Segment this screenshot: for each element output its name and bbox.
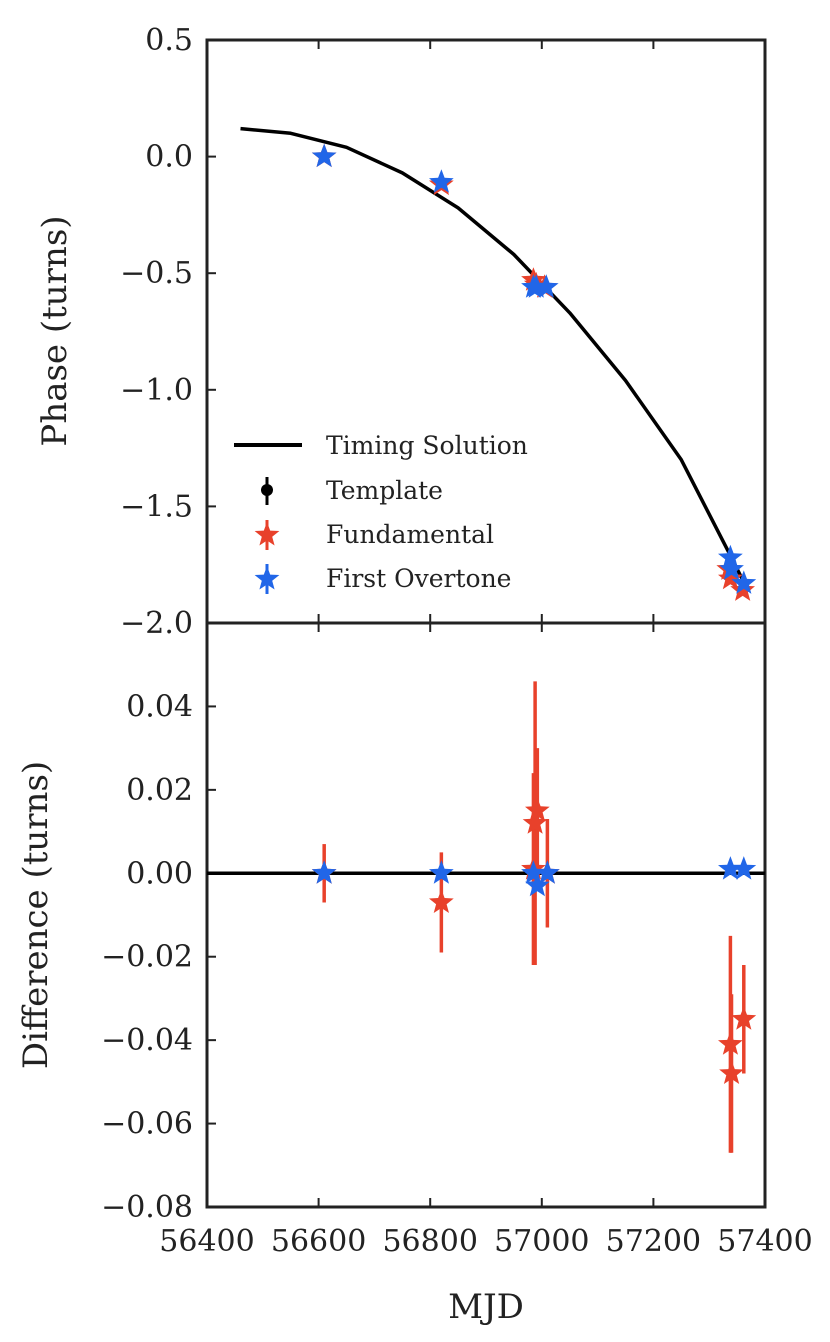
x-tick-label: 56800 (382, 1224, 477, 1259)
first-overtone-phase-point (731, 570, 757, 594)
legend-timing-solution-label: Timing Solution (326, 431, 528, 460)
x-axis-label: MJD (448, 1287, 524, 1327)
fundamental-phase-point (718, 565, 743, 590)
legend-template-marker (261, 484, 273, 496)
first-overtone-residual-point (731, 856, 757, 880)
bottom-y-tick-label: 0.02 (126, 773, 193, 808)
legend-first-overtone-star (254, 566, 280, 590)
fundamental-residual-point (522, 810, 548, 834)
top-y-tick-label: −1.5 (120, 489, 193, 524)
bottom-y-tick-label: 0.00 (126, 856, 193, 891)
bottom-y-tick-label: −0.06 (101, 1107, 193, 1142)
fundamental-residual-point (731, 1006, 757, 1030)
x-tick-label: 57200 (606, 1224, 701, 1259)
bottom-y-tick-label: 0.04 (126, 689, 193, 724)
first-overtone-residual-point (535, 860, 560, 884)
x-tick-label: 57400 (717, 1224, 812, 1259)
fundamental-residual-point (719, 1060, 744, 1084)
top-y-axis-label: Phase (turns) (35, 215, 75, 446)
top-y-tick-label: 0.5 (145, 23, 193, 58)
first-overtone-residual-point (525, 872, 550, 897)
first-overtone-phase-point (429, 169, 454, 193)
first-overtone-phase-point (719, 556, 744, 580)
bottom-y-axis-label: Difference (turns) (16, 761, 56, 1069)
legend-template-label: Template (326, 476, 443, 505)
legend-fundamental-star (254, 522, 280, 546)
legend-fundamental-label: Fundamental (326, 520, 494, 549)
first-overtone-phase-point (523, 274, 549, 298)
bottom-y-tick-label: −0.08 (101, 1190, 193, 1225)
top-y-tick-label: −0.5 (120, 256, 193, 291)
x-tick-label: 56600 (271, 1224, 366, 1259)
x-tick-label: 57000 (494, 1224, 589, 1259)
legend-first-overtone-label: First Overtone (326, 564, 511, 593)
first-overtone-residual-point (521, 860, 546, 884)
legend: Timing Solution Template Fundamental Fir… (234, 431, 528, 594)
fundamental-residual-point (525, 797, 550, 822)
first-overtone-phase-point (533, 274, 559, 298)
legend-first-overtone-marker (254, 566, 280, 590)
bottom-frame (205, 621, 767, 1209)
bottom-y-tick-label: −0.04 (101, 1023, 193, 1058)
legend-fundamental-marker (254, 522, 280, 546)
fundamental-residual-point (429, 889, 454, 913)
top-y-tick-label: −2.0 (120, 606, 193, 641)
first-overtone-phase-point (718, 544, 743, 569)
first-overtone-residual-point (429, 860, 454, 884)
first-overtone-residual-point (718, 856, 743, 880)
first-overtone-residual-point (311, 860, 337, 884)
top-y-tick-label: 0.0 (145, 140, 193, 175)
bottom-y-tick-label: −0.02 (101, 940, 193, 975)
top-y-tick-label: −1.0 (120, 373, 193, 408)
fundamental-residual-point (718, 1031, 743, 1055)
timing-solution-curve (240, 126, 748, 587)
x-tick-label: 56400 (159, 1224, 254, 1259)
first-overtone-phase-point (311, 143, 337, 168)
